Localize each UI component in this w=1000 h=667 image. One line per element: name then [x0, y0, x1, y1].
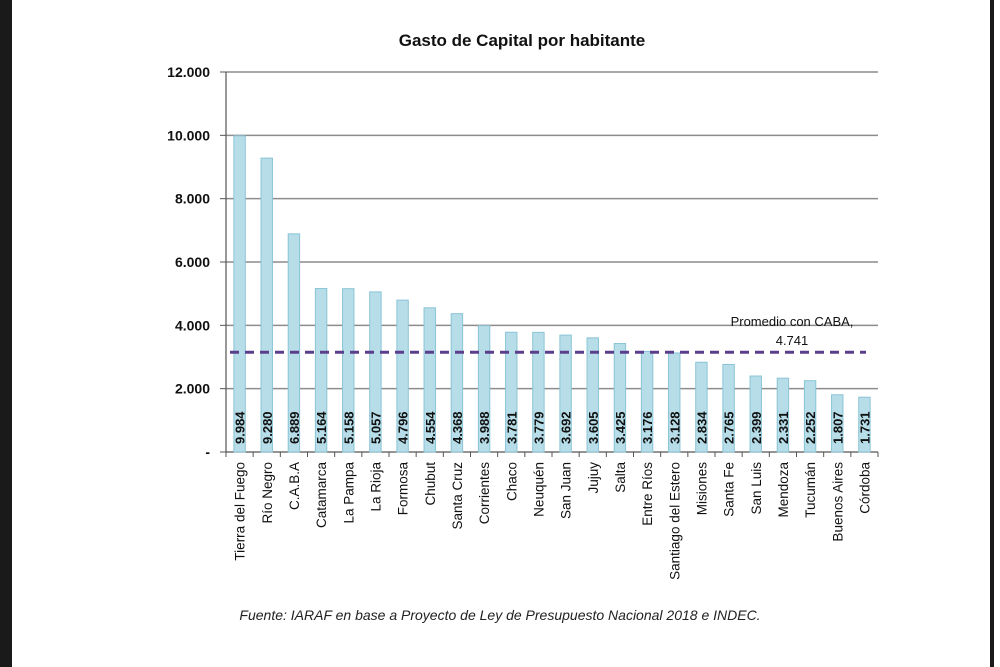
bar-value-label: 4.368	[450, 411, 465, 444]
x-axis-labels: Tierra del Fuego Río Negro C.A.B.A Catamarc…	[225, 452, 879, 580]
bar-value-label: 1.731	[857, 411, 872, 444]
bar	[477, 325, 491, 453]
bar-value-label: 3.128	[667, 411, 682, 444]
bar-value-label: 1.807	[830, 411, 845, 444]
source-note: Fuente: IARAF en base a Proyecto de Ley …	[239, 607, 761, 623]
bar-value-label: 2.834	[694, 411, 709, 444]
bar	[803, 380, 817, 453]
bar-value-label: 4.796	[396, 411, 411, 444]
x-tick-label: Catamarca	[314, 462, 329, 529]
bar	[505, 331, 518, 453]
bar	[369, 291, 382, 453]
average-label: Promedio con CABA,	[731, 314, 854, 329]
x-tick-label: Tucumán	[803, 462, 818, 518]
bar-value-label: 3.781	[504, 411, 519, 444]
bar	[559, 334, 572, 453]
x-tick-label: Buenos Aires	[830, 462, 845, 542]
y-tick-label: 10.000	[167, 127, 210, 143]
bar	[722, 363, 735, 453]
bar-value-label: 3.605	[586, 411, 601, 444]
bar-value-label: 2.765	[722, 411, 737, 444]
x-tick-label: Chubut	[423, 462, 438, 506]
x-tick-label: Tierra del Fuego	[233, 462, 248, 561]
bar-value-label: 5.164	[314, 411, 329, 444]
y-tick-label: 2.000	[175, 381, 210, 397]
x-tick-label: Río Negro	[260, 462, 275, 524]
bar	[314, 287, 328, 453]
bar-value-label: 3.988	[477, 411, 492, 444]
bar-value-label: 5.158	[341, 411, 356, 444]
x-tick-label: La Pampa	[341, 462, 356, 524]
bar-value-label: 5.057	[368, 411, 383, 444]
y-tick-label: 12.000	[167, 64, 210, 80]
bar-value-label: 2.399	[749, 411, 764, 444]
y-tick-label: 8.000	[175, 191, 210, 207]
bar-value-label: 9.984	[233, 411, 248, 444]
bar-value-label: 3.176	[640, 411, 655, 444]
bar	[586, 337, 599, 453]
x-tick-label: Jujuy	[586, 462, 601, 494]
average-value: 4.741	[776, 333, 809, 348]
bar-value-label: 2.331	[776, 411, 791, 444]
x-tick-label: Santa Fe	[722, 462, 737, 517]
bar-value-label: 4.554	[423, 411, 438, 444]
bar-value-label: 3.692	[559, 411, 574, 444]
y-tick-label: 6.000	[175, 254, 210, 270]
left-frame-border	[0, 0, 12, 667]
x-tick-label: Entre Ríos	[640, 462, 655, 526]
y-tick-label: -	[205, 444, 210, 460]
bar-value-label: 3.779	[531, 411, 546, 444]
bar	[749, 375, 762, 453]
bar	[858, 396, 871, 453]
x-tick-label: Mendoza	[776, 462, 791, 518]
x-tick-label: San Luis	[749, 462, 764, 515]
x-tick-label: Formosa	[396, 462, 411, 516]
bar	[342, 288, 355, 453]
x-tick-label: Córdoba	[857, 462, 872, 514]
bar	[640, 350, 654, 453]
x-tick-label: Misiones	[694, 462, 709, 516]
x-tick-label: Santa Cruz	[450, 462, 465, 530]
y-tick-label: 4.000	[175, 317, 210, 333]
chart-title: Gasto de Capital por habitante	[399, 31, 646, 50]
bar	[287, 233, 301, 453]
x-tick-label: Chaco	[504, 462, 519, 501]
x-tick-label: San Juan	[559, 462, 574, 519]
x-tick-label: C.A.B.A	[287, 462, 302, 510]
bar	[668, 352, 681, 453]
bar-value-label: 9.280	[260, 411, 275, 444]
x-tick-label: Neuquén	[531, 462, 546, 517]
bar	[396, 299, 409, 453]
bar	[613, 343, 627, 453]
bar	[695, 361, 708, 453]
bar	[776, 377, 790, 453]
bar	[831, 394, 844, 453]
x-tick-label: Santiago del Estero	[667, 462, 682, 580]
bar	[260, 157, 273, 453]
bar-value-label: 3.425	[613, 411, 628, 444]
bar-value-label: 6.889	[287, 411, 302, 444]
bar-value-label: 2.252	[803, 411, 818, 444]
bar	[423, 307, 436, 453]
right-frame-border	[990, 0, 994, 667]
x-tick-label: La Rioja	[368, 462, 383, 512]
bar	[450, 313, 464, 453]
average-reference: Promedio con CABA, 4.741	[230, 314, 866, 354]
y-axis-ticks: - 2.000 4.000 6.000 8.000 10.000 12.000	[167, 64, 210, 460]
bars: 9.984 9.280 6.889 5.164 5.158 5.057 4.796 4.554…	[233, 135, 872, 453]
bar	[532, 331, 545, 453]
x-tick-label: Salta	[613, 462, 628, 493]
x-tick-label: Corrientes	[477, 462, 492, 525]
bar	[233, 135, 246, 453]
